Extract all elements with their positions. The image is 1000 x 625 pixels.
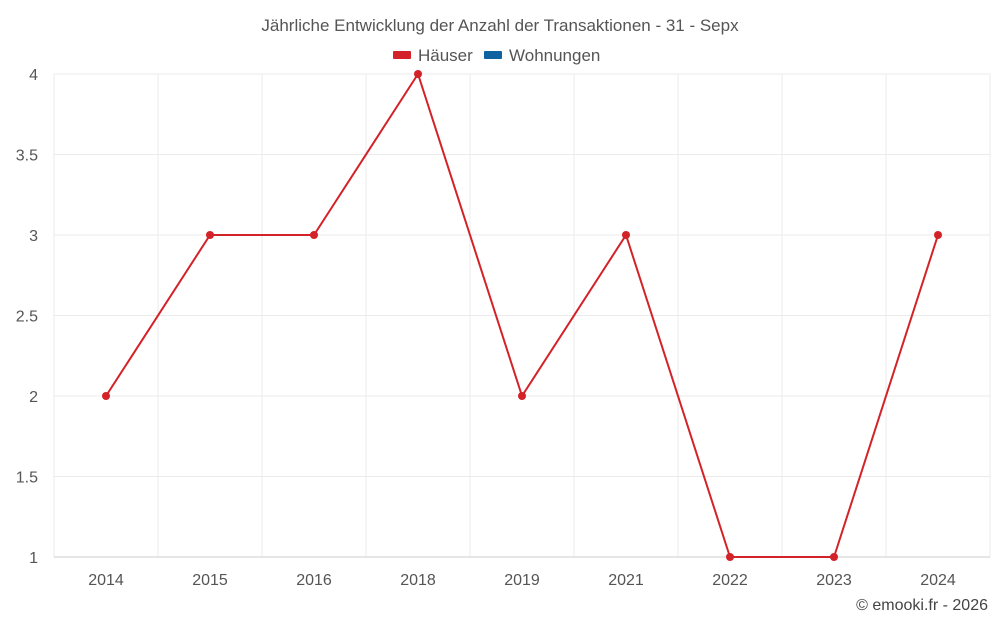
legend-swatch-haeuser[interactable] xyxy=(393,51,411,59)
data-point[interactable] xyxy=(622,231,630,239)
x-tick-label: 2015 xyxy=(192,572,228,589)
y-tick-label: 2.5 xyxy=(16,309,38,326)
data-point[interactable] xyxy=(414,70,422,78)
data-point[interactable] xyxy=(102,392,110,400)
y-tick-label: 1.5 xyxy=(16,470,38,487)
legend-label-haeuser[interactable]: Häuser xyxy=(418,46,473,65)
x-tick-label: 2018 xyxy=(400,572,436,589)
x-tick-label: 2021 xyxy=(608,572,644,589)
x-tick-label: 2016 xyxy=(296,572,332,589)
data-point[interactable] xyxy=(830,553,838,561)
y-tick-label: 4 xyxy=(29,67,38,84)
x-tick-label: 2019 xyxy=(504,572,540,589)
x-tick-label: 2014 xyxy=(88,572,124,589)
data-point[interactable] xyxy=(206,231,214,239)
data-point[interactable] xyxy=(726,553,734,561)
series-points[interactable] xyxy=(102,70,942,561)
y-tick-label: 2 xyxy=(29,389,38,406)
legend-swatch-wohnungen[interactable] xyxy=(484,51,502,59)
x-gridlines xyxy=(53,74,991,557)
y-axis-ticks: 1 1.5 2 2.5 3 3.5 4 xyxy=(16,67,38,567)
x-tick-label: 2022 xyxy=(712,572,748,589)
legend[interactable]: Häuser Wohnungen xyxy=(393,46,600,65)
data-point[interactable] xyxy=(310,231,318,239)
x-tick-label: 2023 xyxy=(816,572,852,589)
legend-label-wohnungen[interactable]: Wohnungen xyxy=(509,46,600,65)
chart-title: Jährliche Entwicklung der Anzahl der Tra… xyxy=(261,16,739,35)
data-point[interactable] xyxy=(518,392,526,400)
y-gridlines xyxy=(54,73,990,477)
y-tick-label: 1 xyxy=(29,550,38,567)
x-axis-ticks: 2014 2015 2016 2018 2019 2021 2022 2023 2024 xyxy=(88,572,956,589)
y-tick-label: 3 xyxy=(29,228,38,245)
x-tick-label: 2024 xyxy=(920,572,956,589)
data-point[interactable] xyxy=(934,231,942,239)
credit-text: © emooki.fr - 2026 xyxy=(856,597,988,614)
y-tick-label: 3.5 xyxy=(16,148,38,165)
